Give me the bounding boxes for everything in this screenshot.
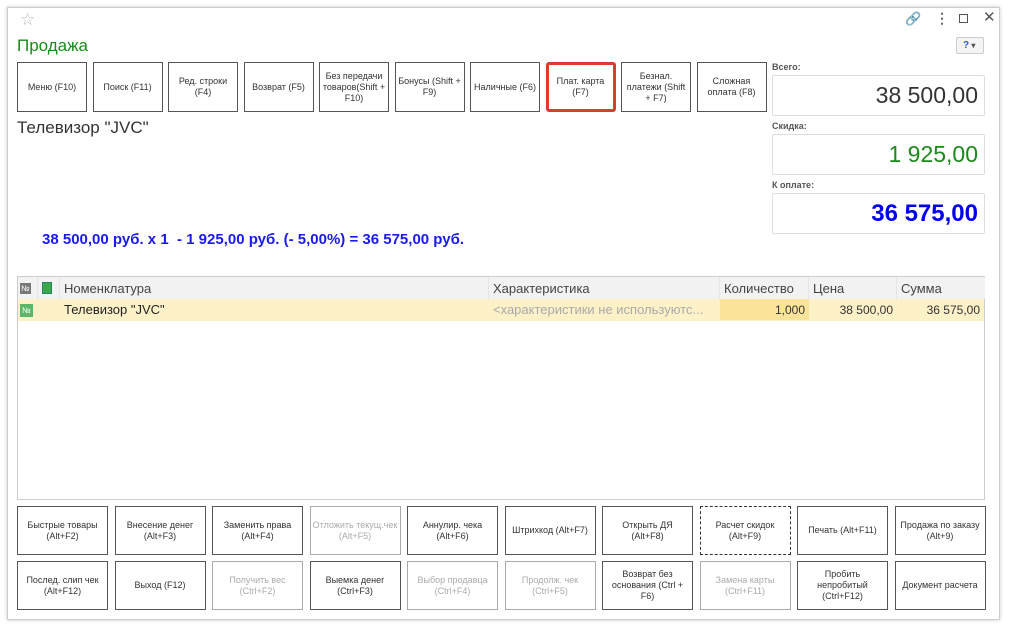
top-button-5[interactable]: Бонусы (Shift + F9): [394, 62, 465, 112]
maximize-icon[interactable]: [959, 14, 968, 23]
sale-items-table[interactable]: № Номенклатура Характеристика Количество…: [17, 276, 985, 500]
link-icon[interactable]: 🔗: [905, 11, 922, 26]
top-button-1[interactable]: Поиск (F11): [92, 62, 163, 112]
cell-quantity[interactable]: 1,000: [720, 299, 809, 320]
top-button-3[interactable]: Возврат (F5): [243, 62, 314, 112]
topay-label: К оплате:: [772, 180, 815, 190]
bottom-button-1-4[interactable]: Выбор продавца (Ctrl+F4): [407, 561, 498, 610]
bottom-button-0-8[interactable]: Печать (Alt+F11): [797, 506, 888, 555]
top-button-9[interactable]: Сложная оплата (F8): [696, 62, 767, 112]
column-header-price[interactable]: Цена: [809, 277, 897, 299]
bottom-button-1-3[interactable]: Выемка денег (Ctrl+F3): [309, 561, 401, 610]
column-header-quantity[interactable]: Количество: [720, 277, 809, 299]
bottom-button-0-1[interactable]: Внесение денег (Alt+F3): [114, 506, 206, 555]
bottom-button-1-5[interactable]: Продолж. чек (Ctrl+F5): [504, 561, 596, 610]
bottom-button-0-4[interactable]: Аннулир. чека (Alt+F6): [407, 506, 498, 555]
star-icon[interactable]: ☆: [20, 10, 36, 29]
bottom-button-1-6[interactable]: Возврат без основания (Ctrl + F6): [602, 561, 693, 610]
top-button-2[interactable]: Ред. строки (F4): [168, 62, 238, 112]
total-label: Всего:: [772, 62, 801, 72]
help-icon[interactable]: ? ▾: [956, 37, 984, 54]
total-value: 38 500,00: [772, 75, 985, 116]
top-button-6[interactable]: Наличные (F6): [470, 62, 540, 112]
close-icon[interactable]: ✕: [983, 9, 996, 26]
cell-price: 38 500,00: [839, 302, 893, 317]
more-icon[interactable]: ⋮: [935, 10, 949, 26]
bottom-button-0-6[interactable]: Открыть ДЯ (Alt+F8): [602, 506, 693, 555]
column-header-sum[interactable]: Сумма: [897, 277, 985, 299]
discount-value: 1 925,00: [772, 134, 985, 175]
bottom-button-0-2[interactable]: Заменить права (Alt+F4): [212, 506, 303, 555]
bottom-button-1-9[interactable]: Документ расчета: [894, 561, 986, 610]
row-number-icon: №: [20, 304, 33, 317]
bottom-button-1-0[interactable]: Послед. слип чек (Alt+F12): [17, 561, 108, 610]
bottom-button-0-7[interactable]: Расчет скидок (Alt+F9): [699, 506, 791, 555]
bottom-button-0-9[interactable]: Продажа по заказу (Alt+9): [894, 506, 986, 555]
cell-sum: 36 575,00: [926, 302, 980, 317]
bottom-button-1-2[interactable]: Получить вес (Ctrl+F2): [212, 561, 303, 610]
top-button-7[interactable]: Плат. карта (F7): [545, 62, 616, 112]
column-header-characteristic[interactable]: Характеристика: [489, 277, 720, 299]
top-button-8[interactable]: Безнал. платежи (Shift + F7): [621, 62, 691, 112]
page-title: Продажа: [17, 36, 88, 55]
top-button-4[interactable]: Без передачи товаров(Shift + F10): [319, 62, 389, 112]
calculation-line: 38 500,00 руб. х 1 - 1 925,00 руб. (- 5,…: [42, 231, 465, 248]
column-header-nomenclature[interactable]: Номенклатура: [60, 277, 489, 299]
product-name: Телевизор "JVC": [17, 118, 149, 137]
discount-column-header[interactable]: [38, 277, 60, 299]
bottom-button-1-8[interactable]: Пробить непробитый (Ctrl+F12): [797, 561, 888, 610]
discount-label: Скидка:: [772, 121, 807, 131]
table-row[interactable]: № Телевизор "JVC" <характеристики не исп…: [18, 299, 984, 321]
discount-icon: [42, 282, 52, 294]
cell-name: Телевизор "JVC": [64, 302, 165, 317]
topay-value: 36 575,00: [772, 193, 985, 234]
top-button-0[interactable]: Меню (F10): [17, 62, 87, 112]
bottom-button-1-7[interactable]: Замена карты (Ctrl+F11): [699, 561, 791, 610]
bottom-button-0-5[interactable]: Штрихкод (Alt+F7): [504, 506, 596, 555]
bottom-button-1-1[interactable]: Выход (F12): [114, 561, 206, 610]
number-column-header[interactable]: №: [18, 277, 38, 299]
bottom-button-0-0[interactable]: Быстрые товары (Alt+F2): [17, 506, 108, 555]
cell-characteristic: <характеристики не используютс...: [493, 302, 704, 317]
bottom-button-0-3[interactable]: Отложить текущ.чек (Alt+F5): [309, 506, 401, 555]
